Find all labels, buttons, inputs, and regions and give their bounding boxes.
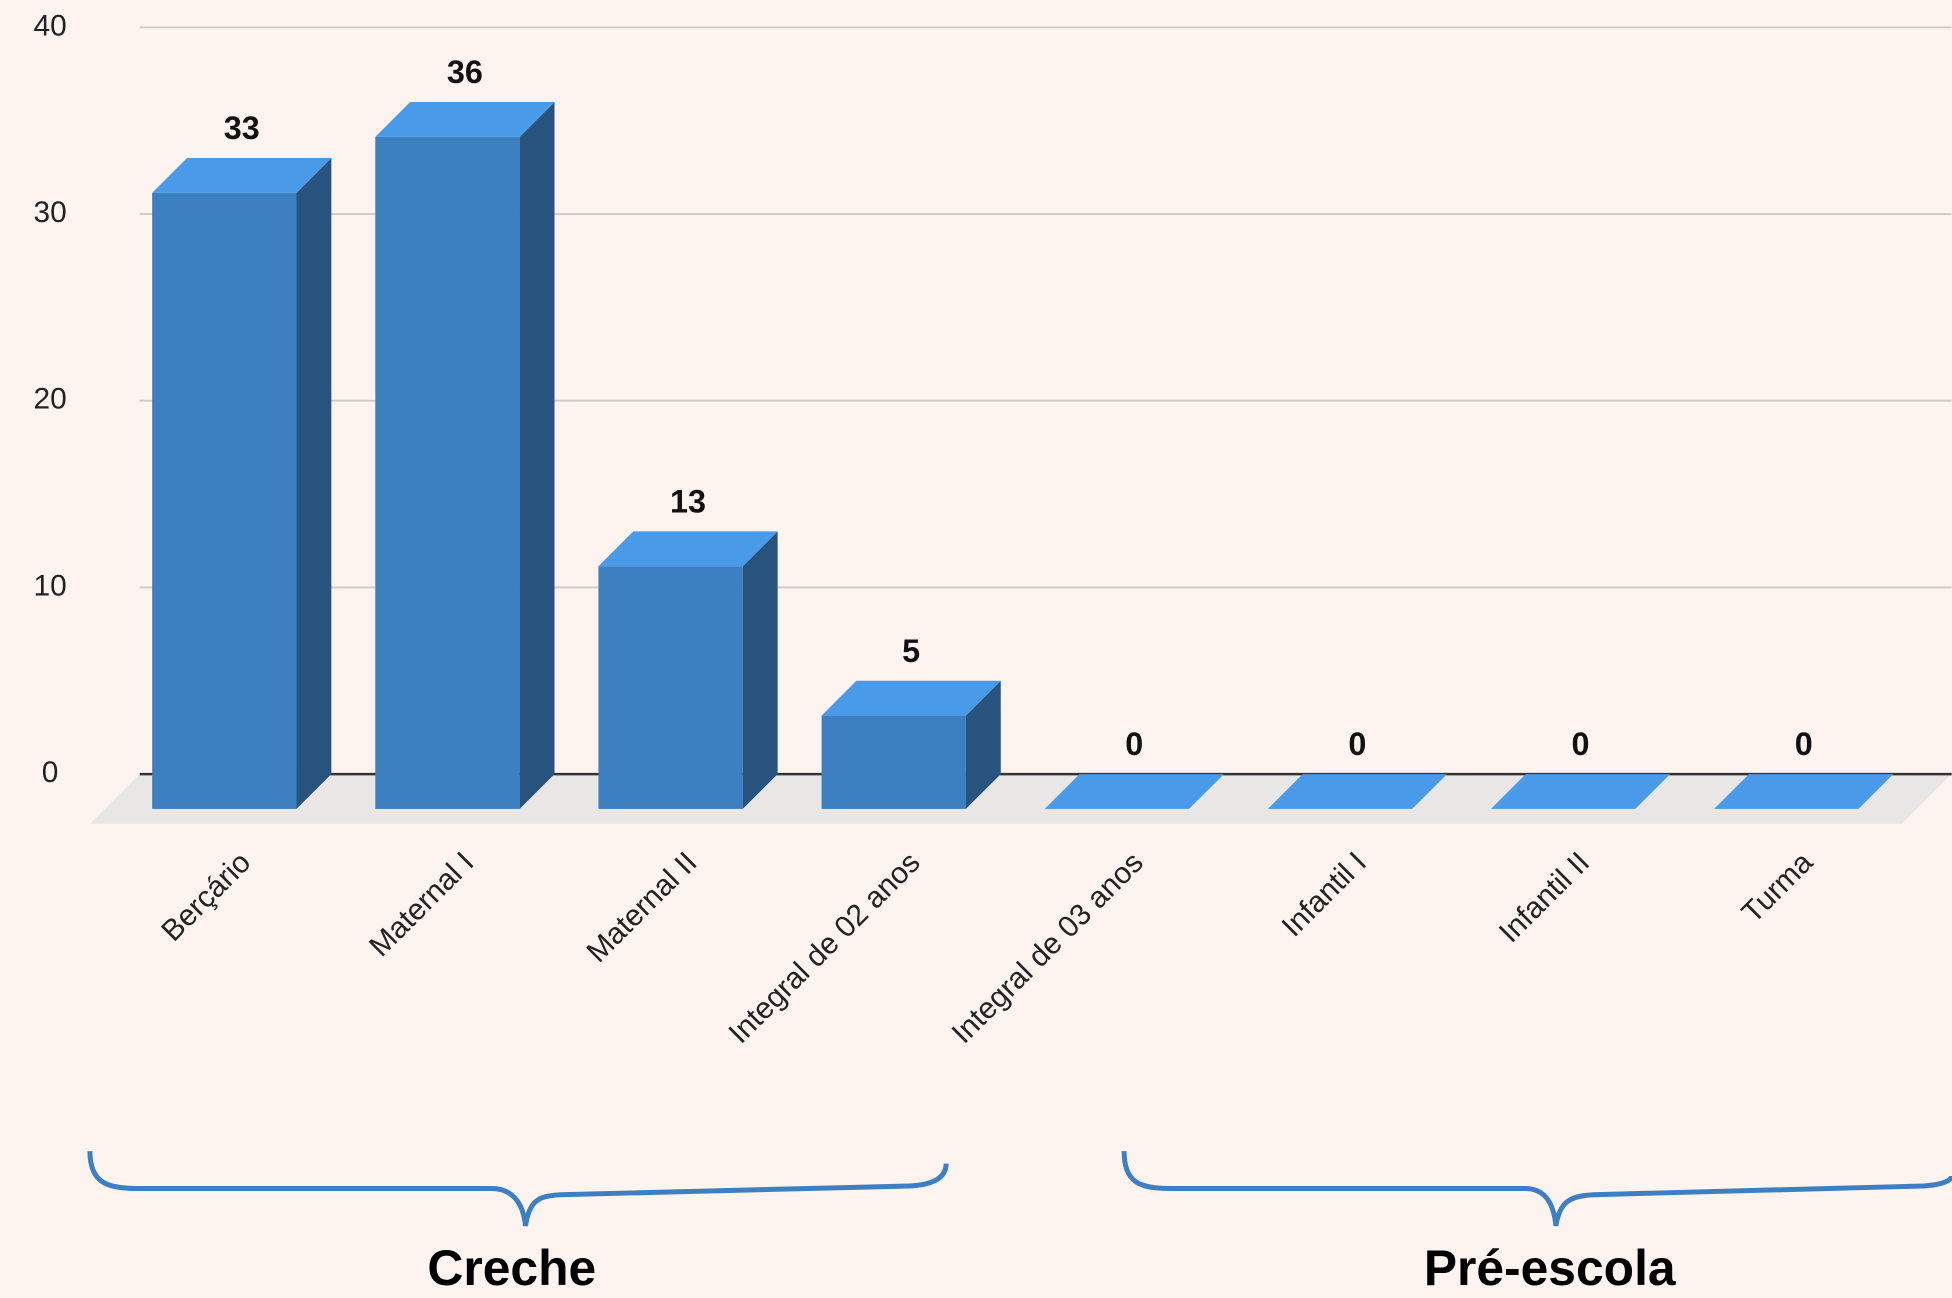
- value-label: 36: [447, 54, 483, 90]
- bar-front: [598, 566, 743, 809]
- bar: [1267, 774, 1448, 809]
- y-tick-label: 0: [42, 756, 59, 789]
- value-label: 33: [224, 110, 260, 146]
- bar-top: [1267, 774, 1448, 809]
- bar: [821, 680, 1001, 809]
- bar: [375, 102, 555, 809]
- value-label: 0: [1795, 726, 1813, 762]
- bar-top: [1490, 774, 1671, 809]
- bar-side: [519, 102, 555, 809]
- y-tick-label: 40: [33, 9, 66, 42]
- bar-top: [1044, 774, 1224, 809]
- bar: [598, 531, 778, 809]
- value-label: 0: [1572, 726, 1590, 762]
- brace: [87, 1151, 949, 1227]
- bar-front: [375, 136, 520, 809]
- group-label: Creche: [427, 1240, 596, 1296]
- bar: [1714, 774, 1894, 809]
- brace: [1121, 1151, 1952, 1227]
- bar: [152, 158, 332, 809]
- bar-side: [965, 680, 1001, 809]
- bar-front: [821, 715, 966, 809]
- floor: [89, 774, 1952, 824]
- value-label: 0: [1348, 726, 1366, 762]
- bar: [1044, 774, 1224, 809]
- value-label: 0: [1125, 726, 1143, 762]
- y-tick-label: 20: [33, 383, 66, 416]
- y-tick-label: 30: [33, 196, 66, 229]
- bar: [1490, 774, 1671, 809]
- bar-top: [598, 531, 778, 567]
- bar-top: [152, 158, 332, 193]
- y-tick-label: 10: [33, 569, 66, 602]
- value-label: 5: [902, 633, 920, 669]
- bar-top: [375, 102, 555, 137]
- bar-side: [742, 531, 778, 809]
- bar-top: [821, 680, 1001, 716]
- group-label: Pré-escola: [1424, 1240, 1676, 1296]
- bar-top: [1714, 774, 1894, 809]
- bar-front: [152, 192, 297, 809]
- value-label: 13: [670, 484, 706, 520]
- bar-side: [296, 158, 332, 809]
